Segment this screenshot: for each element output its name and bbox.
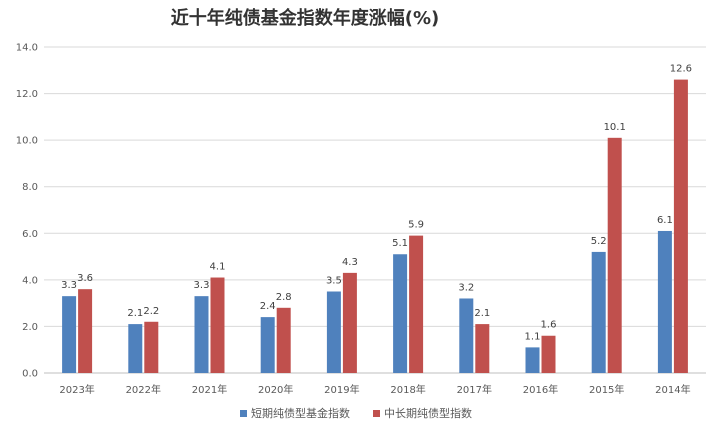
bar <box>62 296 77 373</box>
bar <box>673 79 688 373</box>
data-label: 10.1 <box>604 122 626 133</box>
data-label: 2.2 <box>143 306 159 317</box>
chart-title: 近十年纯债基金指数年度涨幅(%) <box>171 7 440 29</box>
data-label: 2.1 <box>127 308 143 319</box>
bar <box>459 298 474 373</box>
x-tick-label: 2023年 <box>59 383 94 396</box>
data-label: 12.6 <box>670 64 692 75</box>
data-label: 5.9 <box>408 220 424 231</box>
legend: 短期纯债型基金指数 中长期纯债型指数 <box>240 406 472 420</box>
data-label: 5.1 <box>392 238 408 249</box>
bar <box>393 254 408 373</box>
data-label: 1.1 <box>525 331 541 342</box>
y-tick-label: 0.0 <box>22 369 38 380</box>
x-tick-label: 2014年 <box>655 383 690 396</box>
x-tick-label: 2016年 <box>523 383 558 396</box>
data-label: 5.2 <box>591 236 607 247</box>
x-tick-label: 2019年 <box>324 383 359 396</box>
y-axis-ticks: 0.0 2.0 4.0 6.0 8.0 10.0 12.0 14.0 <box>16 43 38 380</box>
bar <box>607 137 622 373</box>
bar <box>78 289 93 373</box>
data-label: 4.3 <box>342 257 358 268</box>
x-tick-label: 2015年 <box>589 383 624 396</box>
y-tick-label: 12.0 <box>16 89 38 100</box>
data-label: 1.6 <box>541 320 557 331</box>
x-tick-label: 2018年 <box>390 383 425 396</box>
x-tick-label: 2022年 <box>126 383 161 396</box>
x-tick-label: 2017年 <box>457 383 492 396</box>
bar <box>541 335 556 373</box>
bar <box>409 235 424 373</box>
data-labels: 3.33.62.1 2.23.34.12.42.83.54.35.15.93.22… <box>61 64 692 343</box>
data-label: 2.8 <box>276 292 292 303</box>
bar <box>591 251 606 373</box>
data-label: 3.5 <box>326 276 342 287</box>
bar <box>210 277 225 373</box>
legend-label-short-term: 短期纯债型基金指数 <box>251 406 350 420</box>
bar <box>525 347 540 373</box>
gridlines <box>44 46 706 374</box>
data-label: 6.1 <box>657 215 673 226</box>
data-label: 2.1 <box>474 308 490 319</box>
x-tick-label: 2020年 <box>258 383 293 396</box>
legend-swatch-mid-long-term <box>373 410 380 417</box>
legend-swatch-short-term <box>240 410 247 417</box>
bar <box>144 321 159 373</box>
legend-label-mid-long-term: 中长期纯债型指数 <box>384 406 472 420</box>
bars <box>62 79 688 373</box>
bar <box>326 291 341 373</box>
bar <box>194 296 209 373</box>
y-tick-label: 6.0 <box>22 229 38 240</box>
data-label: 3.3 <box>61 280 77 291</box>
data-label: 3.6 <box>77 273 93 284</box>
y-tick-label: 2.0 <box>22 322 38 333</box>
y-tick-label: 8.0 <box>22 182 38 193</box>
bar <box>342 272 357 373</box>
data-label: 3.3 <box>194 280 210 291</box>
x-axis-ticks: 2023年 2022年 2021年 2020年 2019年 2018年 2017年 2016年… <box>59 383 690 396</box>
bar <box>128 324 143 373</box>
bar <box>276 307 291 373</box>
y-tick-label: 14.0 <box>16 43 38 54</box>
y-tick-label: 4.0 <box>22 275 38 286</box>
y-tick-label: 10.0 <box>16 136 38 147</box>
x-tick-label: 2021年 <box>192 383 227 396</box>
bar <box>657 230 672 373</box>
bar <box>260 317 275 373</box>
data-label: 3.2 <box>458 282 474 293</box>
data-label: 4.1 <box>210 262 226 273</box>
data-label: 2.4 <box>260 301 276 312</box>
bar <box>475 324 490 373</box>
